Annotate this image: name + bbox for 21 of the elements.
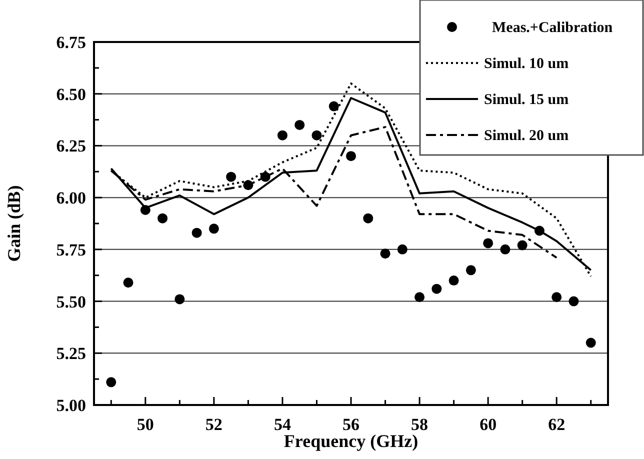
legend-label: Simul. 10 um: [484, 56, 570, 72]
x-tick-label: 50: [136, 415, 154, 434]
y-tick-label: 6.75: [56, 33, 86, 52]
legend-label: Simul. 20 um: [484, 128, 570, 144]
y-tick-label: 5.50: [56, 292, 86, 312]
y-tick-label: 5.00: [56, 396, 86, 415]
y-axis-title: Gain (dB): [4, 185, 24, 262]
x-tick-label: 62: [548, 415, 566, 434]
y-tick-label: 5.25: [56, 344, 86, 364]
x-tick-label: 56: [342, 415, 360, 434]
x-tick-label: 54: [274, 415, 292, 434]
x-tick-label: 58: [411, 415, 428, 434]
legend-label: Meas.+Calibration: [492, 20, 614, 36]
x-tick-label: 60: [480, 415, 497, 434]
x-axis-title: Frequency (GHz): [284, 431, 418, 451]
x-tick-label: 52: [205, 415, 222, 434]
legend-label: Simul. 15 um: [484, 92, 570, 108]
y-tick-label: 6.25: [56, 136, 86, 156]
y-tick-label: 6.00: [56, 188, 86, 208]
y-tick-label: 5.75: [56, 240, 86, 260]
y-tick-label: 6.50: [56, 84, 86, 104]
